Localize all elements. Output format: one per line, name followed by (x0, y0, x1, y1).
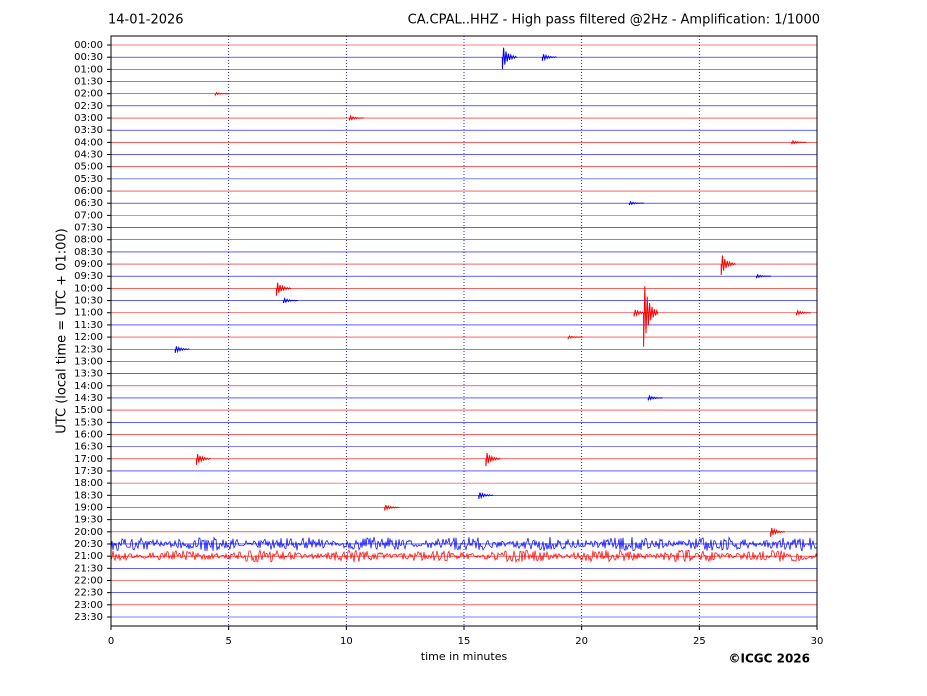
x-tick-label: 20 (575, 636, 588, 647)
y-tick-label: 05:30 (74, 174, 103, 185)
y-tick-label: 18:30 (74, 490, 103, 501)
seismic-event (541, 53, 557, 62)
y-tick-label: 15:30 (74, 417, 103, 428)
y-tick-label: 20:00 (74, 527, 103, 538)
y-tick-label: 05:00 (74, 162, 103, 173)
y-tick-label: 23:30 (74, 612, 103, 623)
seismic-event (174, 345, 190, 354)
seismic-event (796, 309, 812, 316)
seismic-event (384, 504, 400, 511)
seismic-event (720, 255, 736, 276)
y-tick-label: 17:30 (74, 466, 103, 477)
y-axis-label: UTC (local time = UTC + 01:00) (55, 228, 70, 433)
seismic-event (478, 492, 494, 500)
seismic-event (501, 47, 518, 70)
y-tick-label: 08:30 (74, 247, 103, 258)
y-tick-label: 13:30 (74, 369, 103, 380)
y-tick-label: 12:00 (74, 332, 103, 343)
seismic-noise (110, 548, 818, 564)
y-tick-label: 00:30 (74, 52, 103, 63)
y-tick-label: 02:30 (74, 101, 103, 112)
seismic-event (485, 453, 501, 467)
y-tick-label: 19:00 (74, 502, 103, 513)
y-tick-label: 10:00 (74, 283, 103, 294)
y-tick-label: 11:30 (74, 320, 103, 331)
seismic-event (567, 335, 583, 341)
x-tick-label: 5 (225, 636, 231, 647)
y-tick-label: 14:00 (74, 381, 103, 392)
chart-title: CA.CPAL..HHZ - High pass filtered @2Hz -… (408, 13, 820, 28)
seismic-event (283, 297, 299, 304)
y-tick-label: 23:00 (74, 600, 103, 611)
plot-frame (110, 35, 818, 627)
x-tick-label: 15 (458, 636, 471, 647)
y-tick-label: 21:30 (74, 563, 103, 574)
x-axis-label: time in minutes (421, 650, 508, 663)
y-tick-label: 04:00 (74, 137, 103, 148)
x-tick-label: 0 (108, 636, 114, 647)
y-tick-label: 08:00 (74, 235, 103, 246)
y-tick-label: 07:30 (74, 223, 103, 234)
y-tick-label: 01:00 (74, 64, 103, 75)
y-tick-label: 03:30 (74, 125, 103, 136)
y-tick-label: 21:00 (74, 551, 103, 562)
y-tick-label: 17:00 (74, 454, 103, 465)
seismic-noise (110, 536, 818, 552)
x-tick-label: 30 (811, 636, 824, 647)
y-tick-label: 18:00 (74, 478, 103, 489)
seismic-event (275, 282, 292, 296)
y-tick-label: 16:00 (74, 429, 103, 440)
x-tick-label: 10 (340, 636, 353, 647)
y-tick-label: 09:00 (74, 259, 103, 270)
seismic-event (770, 527, 786, 537)
y-tick-label: 14:30 (74, 393, 103, 404)
seismic-event (756, 273, 771, 279)
y-tick-label: 04:30 (74, 150, 103, 161)
seismic-event (791, 139, 807, 145)
seismic-event (647, 394, 663, 401)
y-tick-label: 02:00 (74, 89, 103, 100)
y-tick-label: 20:30 (74, 539, 103, 550)
y-tick-label: 22:00 (74, 575, 103, 586)
seismic-event (633, 309, 649, 317)
y-tick-label: 03:00 (74, 113, 103, 124)
seismic-event (214, 91, 230, 97)
y-tick-label: 15:00 (74, 405, 103, 416)
y-tick-label: 19:30 (74, 515, 103, 526)
y-tick-label: 12:30 (74, 344, 103, 355)
x-tick-label: 25 (693, 636, 706, 647)
seismic-event (628, 200, 644, 206)
y-tick-label: 13:00 (74, 356, 103, 367)
y-tick-label: 06:00 (74, 186, 103, 197)
y-tick-label: 22:30 (74, 588, 103, 599)
seismic-event (643, 286, 659, 347)
seismic-event (195, 453, 212, 465)
seismic-event (348, 114, 364, 121)
chart-date: 14-01-2026 (108, 13, 184, 28)
copyright: ©ICGC 2026 (728, 652, 810, 666)
y-tick-label: 07:00 (74, 210, 103, 221)
y-tick-label: 11:00 (74, 308, 103, 319)
y-tick-label: 10:30 (74, 296, 103, 307)
y-tick-label: 06:30 (74, 198, 103, 209)
y-tick-label: 16:30 (74, 442, 103, 453)
y-tick-label: 09:30 (74, 271, 103, 282)
y-tick-label: 00:00 (74, 40, 103, 51)
y-tick-label: 01:30 (74, 77, 103, 88)
